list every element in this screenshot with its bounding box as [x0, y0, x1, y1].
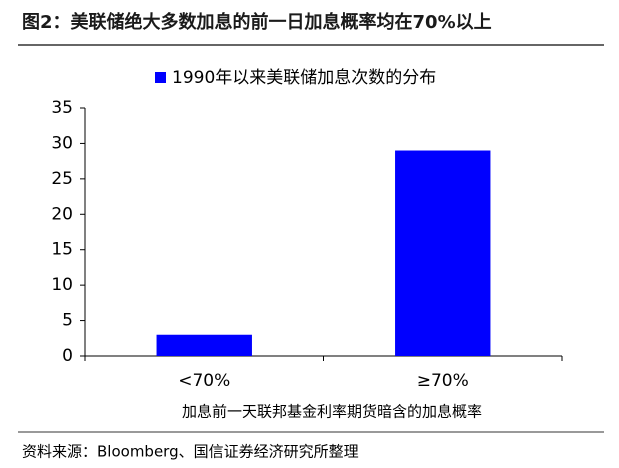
y-tick-label: 5: [62, 311, 73, 331]
y-tick-label: 15: [51, 240, 73, 260]
chart-title: 图2：美联储绝大多数加息的前一日加息概率均在70%以上: [22, 11, 492, 33]
y-tick-label: 35: [51, 98, 73, 118]
y-tick-label: 0: [62, 346, 73, 366]
legend-swatch: [155, 72, 166, 83]
legend-label: 1990年以来美联储加息次数的分布: [172, 68, 436, 88]
bar: [156, 334, 252, 356]
y-tick-label: 30: [51, 133, 73, 153]
source: 资料来源：Bloomberg、国信证券经济研究所整理: [22, 443, 359, 461]
y-tick-label: 25: [51, 169, 73, 189]
y-tick-label: 20: [51, 204, 73, 224]
bar: [395, 150, 491, 356]
y-tick-label: 10: [51, 275, 73, 295]
x-tick-label: <70%: [178, 371, 230, 391]
x-axis-title: 加息前一天联邦基金利率期货暗含的加息概率: [182, 403, 482, 421]
x-tick-label: ≥70%: [417, 371, 469, 391]
